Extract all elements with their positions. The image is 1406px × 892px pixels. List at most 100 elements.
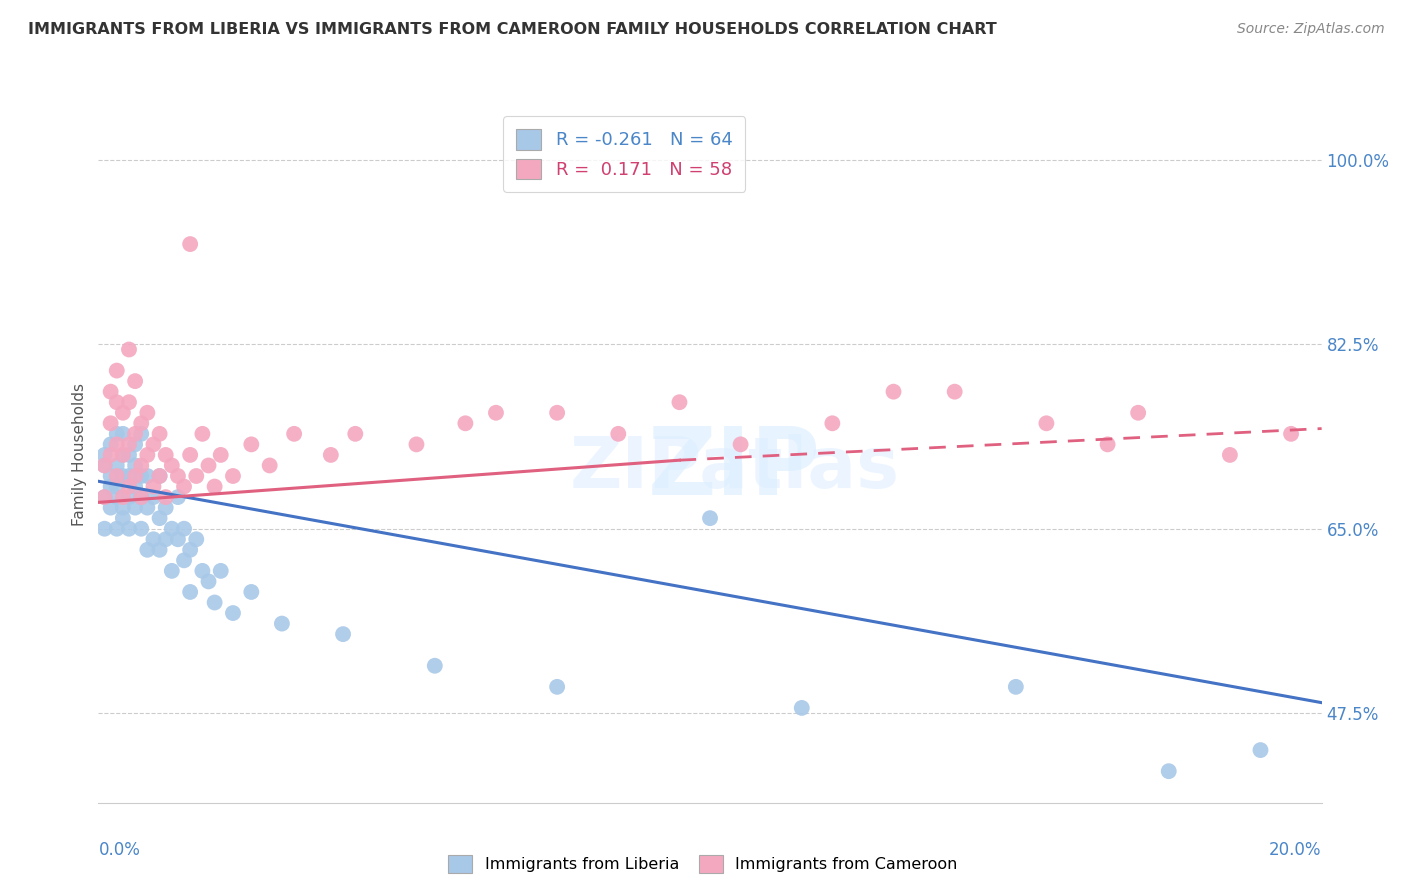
Point [167, 490, 190, 504]
Point [186, 533, 208, 547]
Point [111, 511, 134, 525]
Point [423, 658, 446, 673]
Point [105, 395, 128, 409]
Point [883, 384, 905, 399]
Point [155, 448, 177, 462]
Point [136, 500, 159, 515]
Point [149, 542, 172, 557]
Point [129, 458, 152, 473]
Point [124, 426, 146, 441]
Point [100, 500, 122, 515]
Point [173, 479, 195, 493]
Point [149, 511, 172, 525]
Point [142, 479, 165, 493]
Point [1279, 426, 1302, 441]
Point [105, 458, 128, 473]
Point [240, 585, 263, 599]
Point [1035, 417, 1057, 431]
Point [405, 437, 427, 451]
Point [821, 417, 844, 431]
Point [1219, 448, 1241, 462]
Point [118, 479, 141, 493]
Point [344, 426, 367, 441]
Point [124, 469, 146, 483]
Text: 0.0%: 0.0% [98, 841, 141, 859]
Point [118, 522, 141, 536]
Point [155, 490, 177, 504]
Point [546, 680, 568, 694]
Point [111, 469, 134, 483]
Point [111, 490, 134, 504]
Point [222, 469, 245, 483]
Point [191, 564, 214, 578]
Point [179, 585, 201, 599]
Point [142, 437, 165, 451]
Point [943, 384, 966, 399]
Point [1157, 764, 1180, 779]
Point [118, 343, 141, 357]
Point [730, 437, 752, 451]
Point [93, 458, 115, 473]
Point [111, 500, 134, 515]
Point [100, 417, 122, 431]
Point [155, 500, 177, 515]
Point [105, 426, 128, 441]
Point [319, 448, 342, 462]
Point [105, 490, 128, 504]
Point [270, 616, 292, 631]
Point [149, 469, 172, 483]
Point [283, 426, 305, 441]
Text: ZIP: ZIP [648, 423, 821, 515]
Text: 20.0%: 20.0% [1270, 841, 1322, 859]
Point [118, 448, 141, 462]
Point [124, 437, 146, 451]
Point [167, 533, 190, 547]
Point [124, 458, 146, 473]
Point [546, 406, 568, 420]
Point [118, 490, 141, 504]
Point [142, 490, 165, 504]
Point [129, 490, 152, 504]
Point [136, 542, 159, 557]
Point [160, 522, 183, 536]
Text: Source: ZipAtlas.com: Source: ZipAtlas.com [1237, 22, 1385, 37]
Point [105, 363, 128, 377]
Point [129, 426, 152, 441]
Point [118, 469, 141, 483]
Point [485, 406, 508, 420]
Point [160, 458, 183, 473]
Point [454, 417, 477, 431]
Legend: R = -0.261   N = 64, R =  0.171   N = 58: R = -0.261 N = 64, R = 0.171 N = 58 [503, 116, 745, 192]
Point [93, 522, 115, 536]
Point [111, 448, 134, 462]
Point [142, 533, 165, 547]
Point [222, 606, 245, 620]
Point [259, 458, 281, 473]
Point [100, 384, 122, 399]
Point [118, 437, 141, 451]
Point [204, 595, 226, 609]
Point [93, 490, 115, 504]
Point [1097, 437, 1119, 451]
Point [105, 469, 128, 483]
Point [124, 374, 146, 388]
Point [1128, 406, 1150, 420]
Point [111, 426, 134, 441]
Point [100, 479, 122, 493]
Point [93, 458, 115, 473]
Point [790, 701, 813, 715]
Point [100, 469, 122, 483]
Point [105, 479, 128, 493]
Point [179, 448, 201, 462]
Point [167, 469, 190, 483]
Point [93, 490, 115, 504]
Point [149, 426, 172, 441]
Point [149, 469, 172, 483]
Point [129, 469, 152, 483]
Point [129, 522, 152, 536]
Point [100, 448, 122, 462]
Point [136, 469, 159, 483]
Point [93, 448, 115, 462]
Point [111, 406, 134, 420]
Point [1004, 680, 1026, 694]
